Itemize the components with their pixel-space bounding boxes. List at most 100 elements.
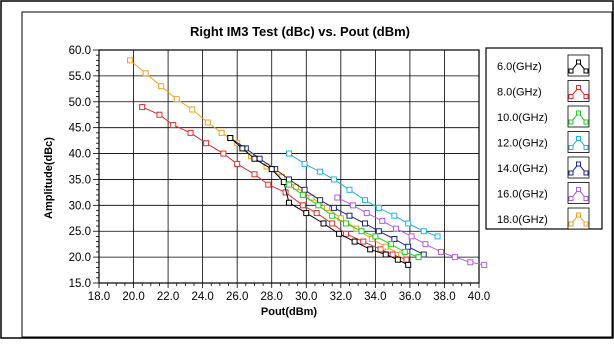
legend-marker [568,196,574,201]
series-layer [127,57,488,268]
data-point [301,186,308,193]
data-point [268,166,275,173]
y-tick-label: 50.0 [69,97,91,109]
data-point [408,233,415,240]
data-point [393,225,400,232]
data-point [173,96,180,103]
legend-marker [583,145,589,150]
legend-marker [583,119,589,125]
y-tick-label: 40.0 [69,149,91,161]
data-point [351,238,358,245]
data-point [415,254,422,261]
data-point [372,233,379,240]
data-point [379,217,386,224]
legend-marker [576,85,581,90]
y-tick-label: 55.0 [69,71,91,83]
y-tick-label: 25.0 [69,226,91,238]
data-point [422,241,429,248]
data-point [391,235,398,242]
data-point [234,160,241,167]
data-point [299,202,306,209]
data-point [360,238,367,245]
data-point [142,70,149,77]
data-point [377,246,384,253]
data-point [317,168,324,175]
data-point [251,171,258,178]
legend-label: 18.0(GHz) [497,214,548,226]
data-point [403,256,410,263]
data-point [329,212,336,219]
x-tick-label: 28.0 [261,291,283,303]
x-tick-label: 26.0 [226,291,248,303]
legend-marker [568,170,574,176]
plot-area [98,49,480,284]
legend-marker [583,94,589,99]
data-point [334,194,341,201]
y-tick-label: 45.0 [69,123,91,135]
data-point [387,241,394,248]
data-point [204,119,211,126]
data-point [375,204,382,211]
data-point [434,233,441,240]
legend-label: 12.0(GHz) [497,138,548,150]
data-point [324,204,330,211]
data-point [189,106,196,113]
legend-marker [576,212,581,218]
legend-marker [568,68,574,74]
x-tick-label: 30.0 [295,291,317,303]
legend-label: 6.0(GHz) [497,61,542,73]
data-point [358,228,365,235]
series-line [288,184,419,258]
x-tick-label: 24.0 [191,291,213,303]
x-tick-label: 38.0 [433,291,455,303]
data-point [286,199,292,206]
data-point [401,248,408,255]
y-tick-label: 35.0 [69,174,91,186]
data-point [382,243,389,250]
legend-label: 8.0(GHz) [497,87,542,99]
data-point [420,251,427,258]
data-point [329,220,336,227]
y-tick-label: 15.0 [69,278,91,290]
data-point [481,261,488,268]
legend-label: 16.0(GHz) [497,189,548,201]
data-point [343,230,349,237]
data-point [227,135,234,142]
data-point [303,210,310,217]
legend-marker [576,187,581,192]
data-point [315,202,322,209]
data-point [203,140,210,147]
x-tick-label: 36.0 [399,291,421,303]
legend-label: 14.0(GHz) [497,163,548,175]
data-point [367,246,374,253]
data-point [349,202,356,209]
x-tick-label: 34.0 [364,291,386,303]
legend-marker [568,221,574,227]
legend-marker [576,161,581,167]
x-tick-label: 18.0 [88,291,110,303]
legend-marker [568,145,574,150]
data-point [317,197,324,204]
y-tick-label: 60.0 [69,45,91,57]
legend-marker [576,110,581,116]
legend-marker [576,59,581,65]
data-point [286,150,292,157]
data-point [158,83,165,90]
x-axis-label: Pout(dBm) [261,306,318,318]
data-point [420,228,427,235]
x-tick-label: 22.0 [157,291,179,303]
data-point [280,179,287,186]
data-point [286,176,292,183]
chart-title: Right IM3 Test (dBc) vs. Pout (dBm) [190,24,410,39]
data-point [187,129,194,136]
data-point [362,197,368,204]
data-point [330,204,337,211]
data-point [330,176,337,183]
data-point [391,212,398,219]
x-tick-label: 40.0 [468,291,490,303]
data-point [139,103,146,110]
legend-marker [583,68,589,74]
data-point [156,111,163,118]
